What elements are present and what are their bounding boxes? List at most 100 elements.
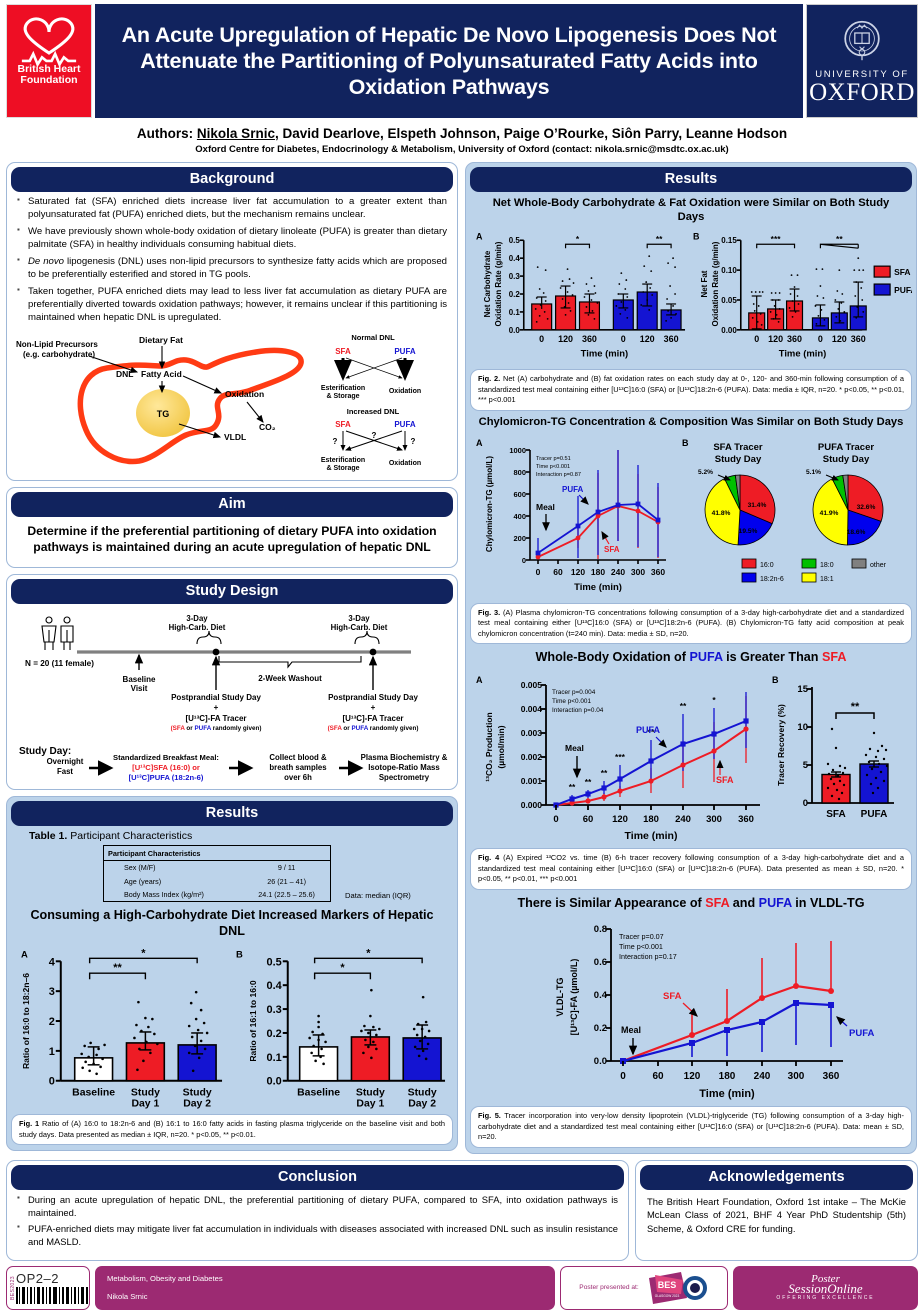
results-right-heading: Results [470,167,912,192]
svg-text:**: ** [113,962,122,974]
oxford-crest-icon [844,20,880,61]
svg-text:B: B [236,949,243,960]
authors-prefix: Authors: [136,126,197,141]
table-cell-value: 26 (21 – 41) [267,876,306,886]
fig3-caption: Fig. 3. (A) Plasma chylomicron-TG concen… [470,602,912,645]
svg-text:360: 360 [582,334,597,344]
page-title: An Acute Upregulation of Hepatic De Novo… [121,22,777,100]
svg-text:*: * [141,947,146,959]
study-design-heading: Study Design [11,579,453,605]
fig2-charts: A 0.0 0.1 0.2 0.3 0.4 0.5 Net Carbohydrat [470,226,912,366]
conclusion-heading: Conclusion [11,1164,624,1190]
svg-text:0.0: 0.0 [509,326,521,335]
bes-logo-icon: BES GLASGOW 2023 [648,1271,707,1304]
svg-text:+: + [214,703,219,712]
svg-text:[U¹³C]-FA Tracer: [U¹³C]-FA Tracer [185,714,246,723]
svg-text:Tracer Recovery (%): Tracer Recovery (%) [776,704,786,786]
conference-year-label: BES2023 [10,1275,16,1300]
svg-text:Esterification: Esterification [321,457,365,464]
svg-text:120: 120 [832,334,847,344]
svg-text:4: 4 [49,956,56,968]
affiliation: Oxford Centre for Diabetes, Endocrinolog… [195,144,729,155]
svg-text:A: A [476,438,483,448]
svg-text:Meal: Meal [565,743,584,753]
svg-text:Plasma Biochemistry &: Plasma Biochemistry & [361,753,448,762]
bhf-logo-line1: British Heart [17,63,81,75]
svg-text:+: + [371,703,376,712]
svg-text:360: 360 [787,334,802,344]
svg-text:(e.g. carbohydrate): (e.g. carbohydrate) [23,350,95,359]
svg-text:**: ** [680,701,687,711]
svg-text:Time (min): Time (min) [574,582,622,593]
svg-text:**: ** [648,727,655,737]
svg-text:0: 0 [818,334,823,344]
svg-text:Tracer p=0.07: Tracer p=0.07 [619,932,664,941]
table-cell-key: Body Mass Index (kg/m²) [124,890,204,900]
svg-text:PUFA: PUFA [894,285,912,295]
svg-text:A: A [476,232,483,242]
fig5-title-b: and [729,895,759,910]
svg-text:0: 0 [49,1076,55,1088]
svg-text:Time (min): Time (min) [779,349,827,360]
svg-text:0.10: 0.10 [721,266,737,275]
fig4-title-sfa: SFA [821,650,847,665]
svg-text:Fast: Fast [57,767,73,776]
fig4-title-pufa: PUFA [689,650,723,665]
svg-text:240: 240 [675,814,691,825]
svg-text:SFA: SFA [663,991,682,1002]
svg-text:0: 0 [803,798,808,809]
fig5-caption-text: Tracer incorporation into very-low densi… [478,1111,905,1142]
svg-text:0.2: 0.2 [267,1028,282,1040]
svg-text:N = 20 (11 female): N = 20 (11 female) [25,659,94,668]
svg-text:0: 0 [536,567,541,577]
svg-text:10: 10 [797,722,808,733]
svg-text:Collect blood &: Collect blood & [269,753,327,762]
svg-text:?: ? [333,437,338,446]
svg-text:Dietary Fat: Dietary Fat [139,335,183,345]
fig2-caption-label: Fig. 2. [478,374,501,384]
svg-text:B: B [772,675,779,685]
liver-pathway-diagram: TG Non-Lipid Precursors (e.g. carbohydra… [11,330,453,475]
fig5-title: There is Similar Appearance of SFA and P… [470,890,912,913]
svg-text:other: other [870,562,887,569]
svg-text:1: 1 [49,1046,55,1058]
svg-text:120: 120 [571,567,585,577]
svg-text:60: 60 [583,814,594,825]
fig3b-chart: B SFA Tracer Study Day PUFA Tracer Study… [682,438,887,583]
svg-text:PUFA: PUFA [849,1028,874,1039]
svg-text:[U¹³C]-FA Tracer: [U¹³C]-FA Tracer [342,714,403,723]
svg-text:Oxidation Rate (g/min): Oxidation Rate (g/min) [494,242,503,327]
abstract-code-block: BES2023 OP2–2 [6,1265,90,1310]
fig3-caption-label: Fig. 3. [478,607,501,617]
svg-text:0.2: 0.2 [594,1023,607,1034]
fig4-charts: A 0.000 0.001 0.002 0.003 0.004 0.005 ¹³C [470,667,912,845]
liver-diagram-svg: TG Non-Lipid Precursors (e.g. carbohydra… [16,333,421,472]
bottom-panels: Conclusion During an acute upregulation … [6,1159,918,1261]
footer-session-info: Metabolism, Obesity and Diabetes Nikola … [95,1265,555,1310]
fig1-title: Consuming a High-Carbohydrate Diet Incre… [30,908,434,938]
svg-text:& Storage: & Storage [326,465,359,472]
svg-text:SFA: SFA [894,267,910,277]
poster-session-online-logo: Poster SessionOnline OFFERING EXCELLENCE [733,1265,918,1310]
study-design-panel: Study Design [6,574,458,791]
svg-text:**: ** [585,777,592,787]
svg-text:0.4: 0.4 [594,990,608,1001]
svg-text:Time p<0.001: Time p<0.001 [619,942,663,951]
svg-text:Oxidation Rate (g/min): Oxidation Rate (g/min) [711,242,720,327]
bullet-3-rest: lipogenesis (DNL) uses non-lipid precurs… [28,255,448,280]
svg-text:120: 120 [558,334,573,344]
results-left-heading: Results [11,801,453,827]
svg-text:Interaction p=0.17: Interaction p=0.17 [619,952,677,961]
pso-line2: SessionOnline [788,1281,863,1297]
authors-block: Authors: Nikola Srnic, David Dearlove, E… [6,118,918,157]
aim-heading: Aim [11,492,453,518]
svg-text:Normal DNL: Normal DNL [351,333,395,342]
svg-text:120: 120 [768,334,783,344]
pufa-pie: 32.6% 18.6% 41.9% [812,474,884,545]
svg-text:A: A [21,949,28,960]
svg-text:**: ** [601,768,608,778]
svg-text:360: 360 [664,334,679,344]
svg-text:Study: Study [131,1088,160,1099]
table-header-row: Participant Characteristics [103,845,331,862]
